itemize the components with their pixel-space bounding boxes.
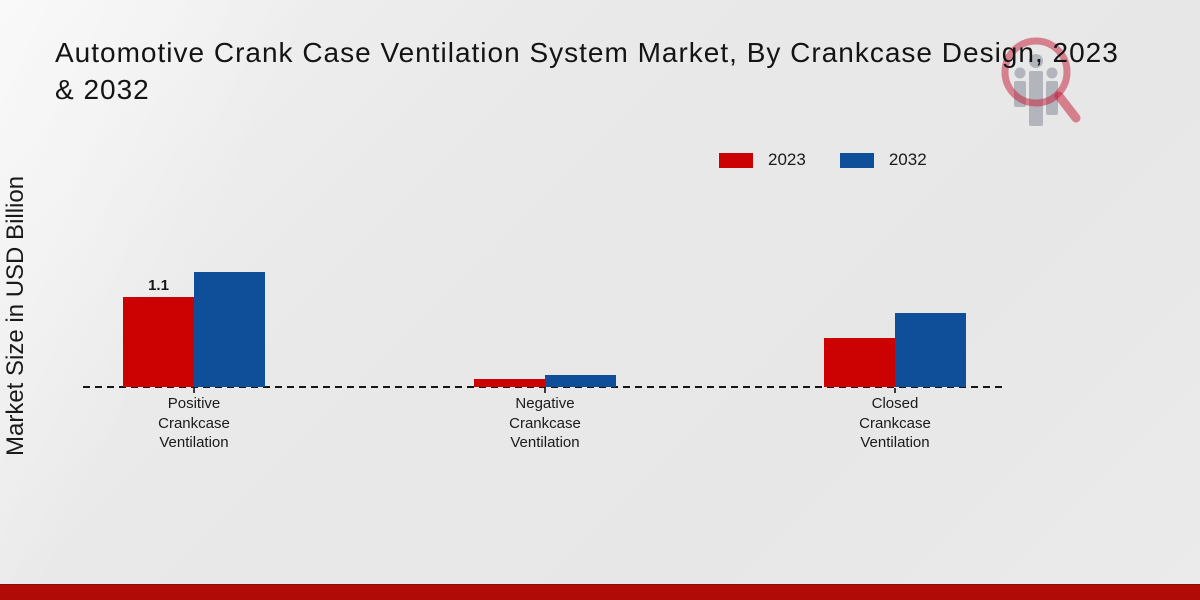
legend-label: 2032 <box>888 150 927 169</box>
category-label-negative-crankcase-ventilation: Negative Crankcase Ventilation <box>509 395 581 451</box>
bar-2032-negative-crankcase-ventilation <box>545 375 616 387</box>
legend-label: 2023 <box>768 150 806 169</box>
magnifier-ring <box>1001 37 1071 107</box>
bar-value-label: 1.1 <box>148 277 169 294</box>
legend-item-2023: 2023 <box>719 150 806 170</box>
bar-2023-negative-crankcase-ventilation <box>474 379 545 387</box>
category-label-closed-crankcase-ventilation: Closed Crankcase Ventilation <box>859 395 931 451</box>
bar-2032-closed-crankcase-ventilation <box>895 313 966 387</box>
chart-title-line2: & 2032 <box>55 74 150 105</box>
bar-2023-positive-crankcase-ventilation <box>123 297 194 387</box>
category-label-positive-crankcase-ventilation: Positive Crankcase Ventilation <box>158 395 230 451</box>
chart-title: Automotive Crank Case Ventilation System… <box>55 34 1119 108</box>
bar-2032-positive-crankcase-ventilation <box>194 272 265 387</box>
chart-title-line1: Automotive Crank Case Ventilation System… <box>55 37 1119 68</box>
legend-swatch-2023 <box>719 152 753 168</box>
legend: 2023 2032 <box>719 150 927 170</box>
legend-item-2032: 2032 <box>839 150 927 170</box>
legend-swatch-2032 <box>839 152 874 168</box>
x-axis-tick <box>894 388 896 393</box>
x-axis-tick <box>544 388 546 393</box>
magnifier-handle <box>1054 91 1081 123</box>
market-research-magnifier-logo <box>1001 37 1081 126</box>
x-axis-tick <box>193 388 195 393</box>
bar-2023-closed-crankcase-ventilation <box>824 338 895 387</box>
x-axis-baseline <box>83 386 1007 388</box>
footer-red-band <box>0 584 1200 600</box>
